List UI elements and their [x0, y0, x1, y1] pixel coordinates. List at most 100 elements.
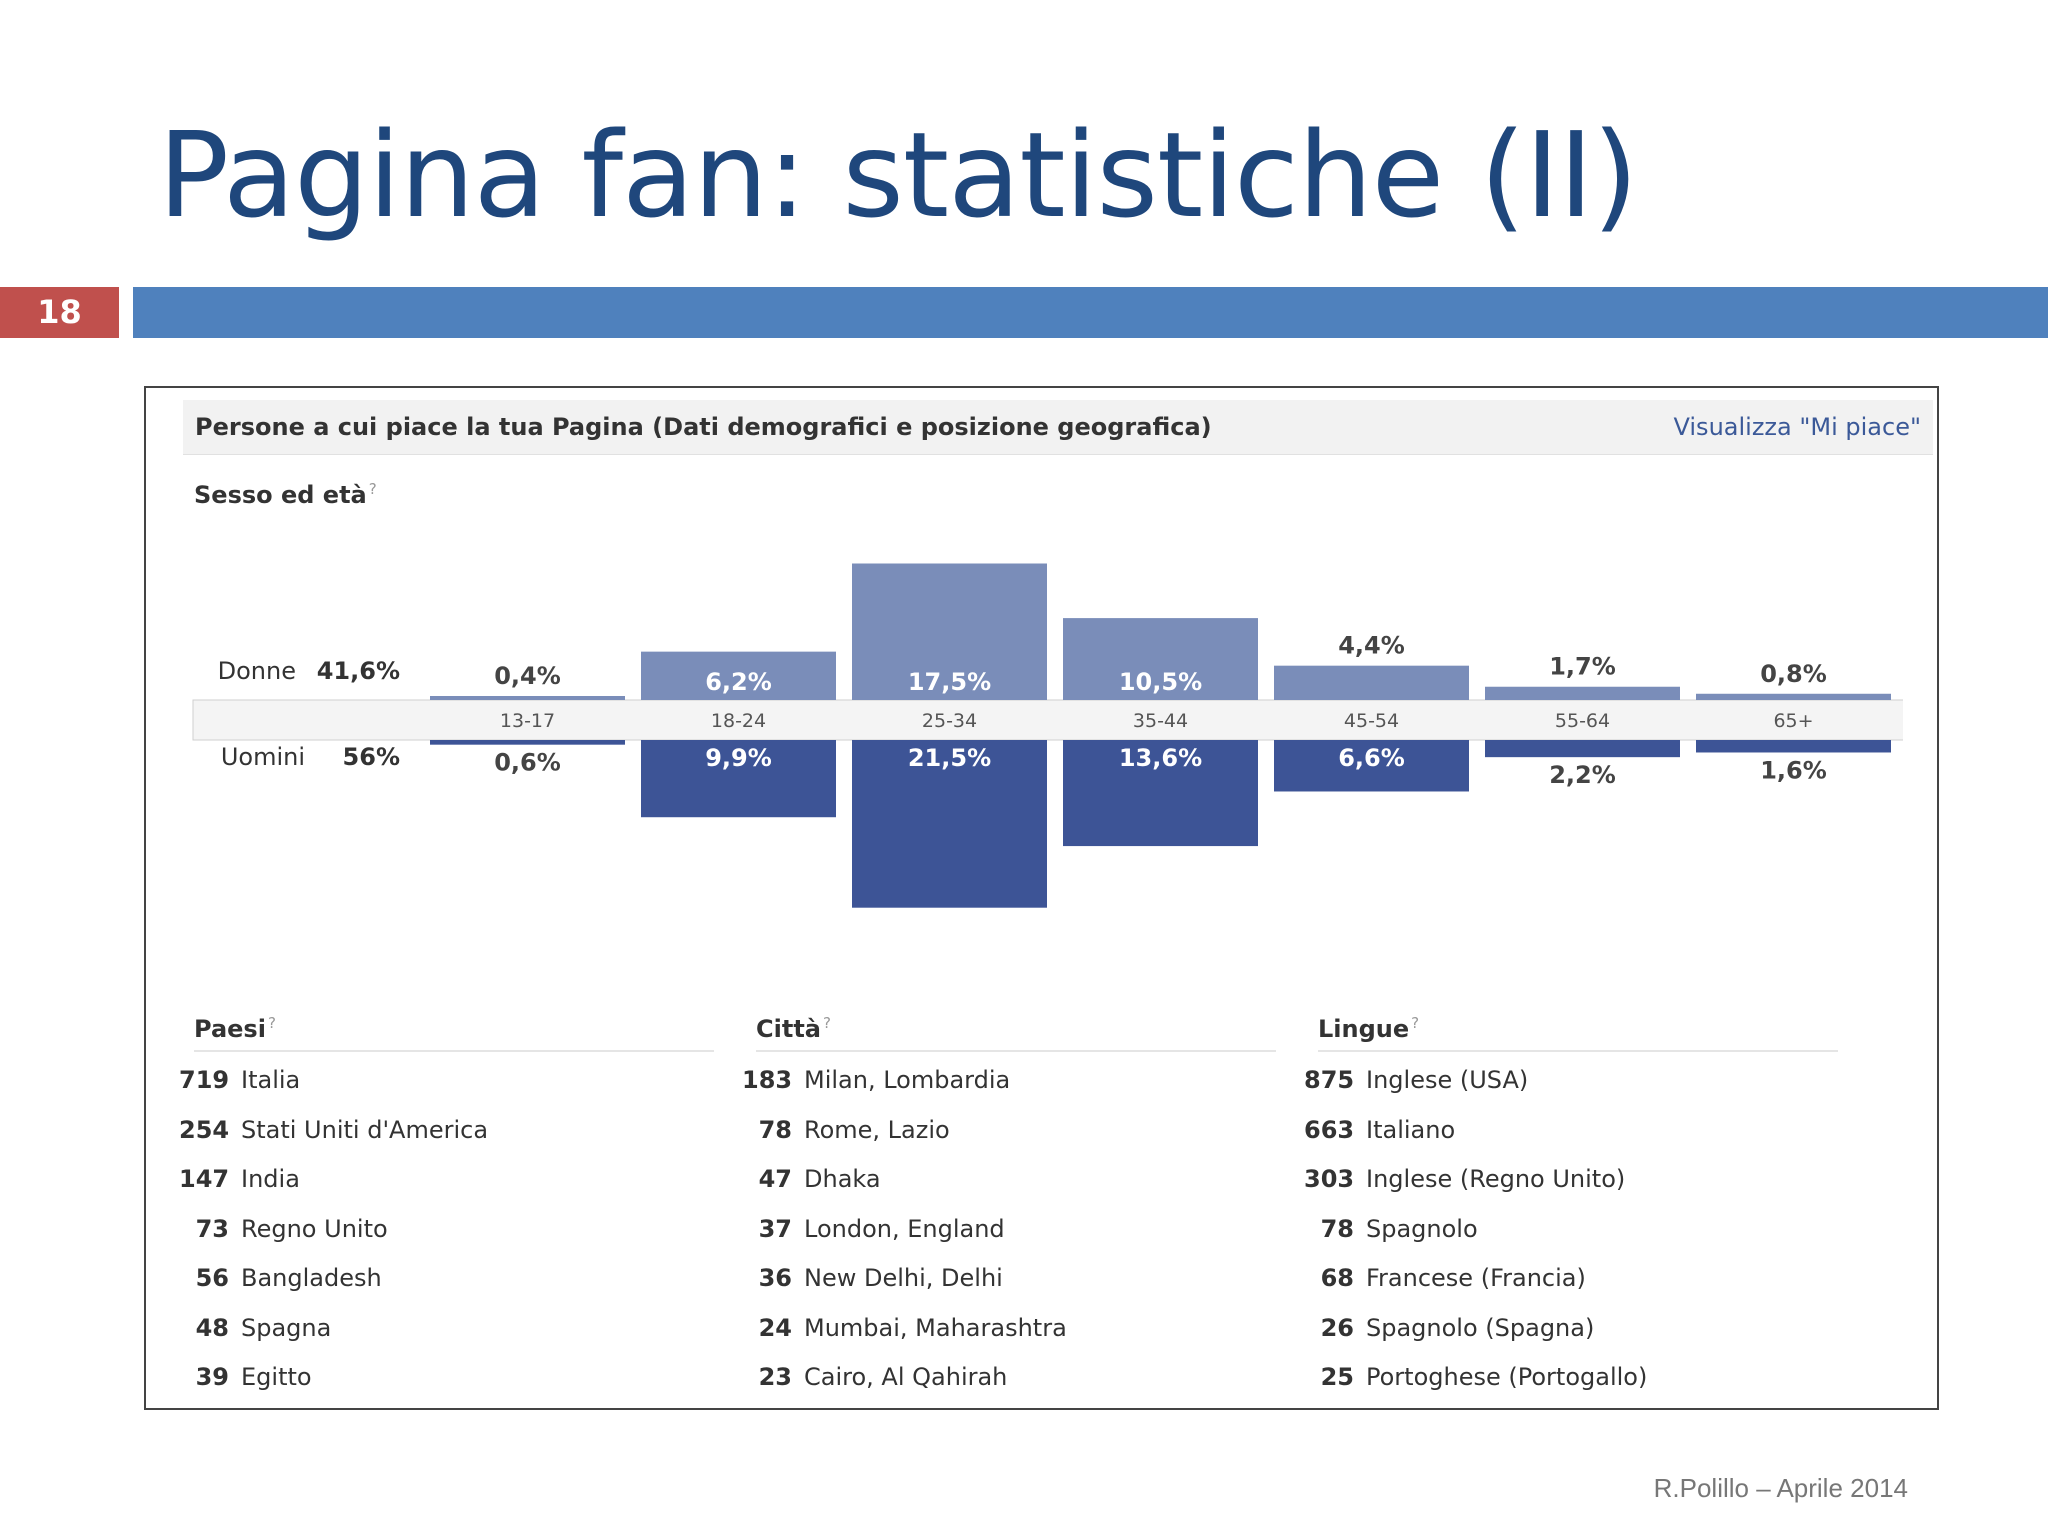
- list-item-count: 23: [758, 1363, 792, 1391]
- bar-women-13-17[interactable]: [430, 696, 625, 700]
- list-item-count: 183: [742, 1066, 793, 1094]
- data-label-men: 6,6%: [1338, 744, 1405, 772]
- list-item-name[interactable]: Dhaka: [804, 1165, 881, 1193]
- cities-heading: Città?: [756, 1014, 1276, 1052]
- list-item-name[interactable]: Italiano: [1366, 1115, 1456, 1144]
- list-item-name[interactable]: Spagna: [241, 1313, 332, 1342]
- help-icon[interactable]: ?: [267, 1014, 276, 1032]
- bar-women-25-34[interactable]: [852, 563, 1047, 701]
- list-item-name[interactable]: Francese (Francia): [1366, 1264, 1586, 1292]
- list-item: 663 Italiano: [1304, 1110, 1647, 1160]
- help-icon[interactable]: ?: [1411, 1014, 1420, 1032]
- data-label-women: 17,5%: [908, 668, 991, 696]
- data-label-men: 21,5%: [908, 744, 991, 772]
- list-item-name[interactable]: Inglese (USA): [1366, 1066, 1529, 1094]
- list-item-name[interactable]: Bangladesh: [241, 1264, 382, 1292]
- list-item: 56 Bangladesh: [179, 1258, 488, 1308]
- list-item: 183 Milan, Lombardia: [742, 1060, 1067, 1110]
- data-label-men: 0,6%: [494, 749, 561, 777]
- gender-age-label-text: Sesso ed età: [194, 481, 367, 509]
- data-label-women: 4,4%: [1338, 632, 1405, 660]
- facebook-insights-screenshot: Persone a cui piace la tua Pagina (Dati …: [144, 386, 1939, 1410]
- countries-heading-text: Paesi: [194, 1015, 266, 1043]
- data-label-women: 10,5%: [1119, 668, 1202, 696]
- data-label-men: 1,6%: [1760, 756, 1827, 784]
- list-item: 23 Cairo, Al Qahirah: [742, 1357, 1067, 1407]
- bar-men-65+[interactable]: [1696, 740, 1891, 753]
- bar-women-55-64[interactable]: [1485, 686, 1680, 700]
- list-item-name[interactable]: New Delhi, Delhi: [804, 1264, 1003, 1292]
- list-item-name[interactable]: India: [241, 1165, 300, 1193]
- list-item-name[interactable]: Egitto: [241, 1363, 312, 1391]
- list-item: 36 New Delhi, Delhi: [742, 1258, 1067, 1308]
- list-item: 78 Spagnolo: [1304, 1209, 1647, 1259]
- view-likes-link[interactable]: Visualizza "Mi piace": [1673, 413, 1922, 441]
- list-item-name[interactable]: Regno Unito: [241, 1214, 388, 1243]
- data-label-women: 0,4%: [494, 662, 561, 690]
- bar-men-35-44[interactable]: [1063, 740, 1258, 847]
- data-label-men: 13,6%: [1119, 744, 1202, 772]
- tick-label: 55-64: [1555, 710, 1610, 732]
- list-item-name[interactable]: Stati Uniti d'America: [241, 1115, 489, 1144]
- list-item-name[interactable]: Mumbai, Maharashtra: [804, 1313, 1067, 1342]
- list-item-name[interactable]: Inglese (Regno Unito): [1366, 1165, 1626, 1193]
- list-item-name[interactable]: Portoghese (Portogallo): [1366, 1363, 1648, 1391]
- countries-list: 719 Italia 254 Stati Uniti d'America 147 Indi…: [179, 1060, 488, 1407]
- help-icon[interactable]: ?: [368, 480, 377, 498]
- bar-women-18-24[interactable]: [641, 651, 836, 700]
- bar-men-25-34[interactable]: [852, 740, 1047, 908]
- bar-women-35-44[interactable]: [1063, 618, 1258, 700]
- list-item: 254 Stati Uniti d'America: [179, 1110, 488, 1160]
- list-item-count: 719: [179, 1066, 230, 1094]
- list-item: 48 Spagna: [179, 1308, 488, 1358]
- series-total-men: 56%: [343, 743, 400, 771]
- list-item-count: 37: [758, 1214, 792, 1243]
- help-icon[interactable]: ?: [822, 1014, 831, 1032]
- list-item-name[interactable]: Spagnolo (Spagna): [1366, 1313, 1595, 1342]
- list-item-count: 36: [758, 1264, 792, 1292]
- bar-women-65+[interactable]: [1696, 693, 1891, 700]
- bar-men-13-17[interactable]: [430, 740, 625, 745]
- list-item: 39 Egitto: [179, 1357, 488, 1407]
- series-total-women: 41,6%: [317, 657, 400, 685]
- list-item-name[interactable]: Cairo, Al Qahirah: [804, 1363, 1008, 1391]
- languages-list: 875 Inglese (USA) 663 Italiano 303 Inglese (R…: [1304, 1060, 1647, 1407]
- list-item-count: 254: [179, 1115, 230, 1144]
- list-item-name[interactable]: Spagnolo: [1366, 1214, 1478, 1243]
- list-item-count: 47: [758, 1165, 792, 1193]
- list-item-name[interactable]: Rome, Lazio: [804, 1115, 950, 1144]
- list-item-name[interactable]: Italia: [241, 1066, 301, 1094]
- list-item-count: 78: [1320, 1214, 1354, 1243]
- list-item: 24 Mumbai, Maharashtra: [742, 1308, 1067, 1358]
- data-label-men: 2,2%: [1549, 761, 1616, 789]
- slide-number: 18: [0, 287, 119, 338]
- list-item-count: 147: [179, 1165, 230, 1193]
- list-item-count: 68: [1320, 1264, 1354, 1292]
- list-item: 37 London, England: [742, 1209, 1067, 1259]
- bar-men-55-64[interactable]: [1485, 740, 1680, 758]
- bar-men-18-24[interactable]: [641, 740, 836, 818]
- title-bar: [133, 287, 2048, 338]
- panel-header: Persone a cui piace la tua Pagina (Dati …: [183, 400, 1933, 455]
- bar-men-45-54[interactable]: [1274, 740, 1469, 792]
- data-label-women: 1,7%: [1549, 653, 1616, 681]
- languages-heading: Lingue?: [1318, 1014, 1838, 1052]
- list-item: 25 Portoghese (Portogallo): [1304, 1357, 1648, 1407]
- tick-label: 65+: [1773, 710, 1813, 732]
- list-item-count: 56: [195, 1264, 229, 1292]
- list-item: 26 Spagnolo (Spagna): [1304, 1308, 1647, 1358]
- age-gender-chart: Donne 41,6% Uomini 56% 13-17 0,4% 0,6% 18-24 6,2…: [192, 563, 1903, 908]
- list-item-count: 78: [758, 1115, 792, 1144]
- bar-women-45-54[interactable]: [1274, 665, 1469, 700]
- slide-title: Pagina fan: statistiche (II): [158, 106, 1638, 244]
- list-item: 147 India: [179, 1159, 488, 1209]
- list-item-count: 26: [1320, 1313, 1354, 1342]
- list-item-name[interactable]: London, England: [804, 1214, 1005, 1243]
- list-item: 303 Inglese (Regno Unito): [1304, 1159, 1647, 1209]
- list-item-count: 48: [195, 1313, 229, 1342]
- cities-list: 183 Milan, Lombardia 78 Rome, Lazio 47 Dhaka 3…: [742, 1060, 1067, 1407]
- list-item-name[interactable]: Milan, Lombardia: [804, 1066, 1011, 1094]
- countries-heading: Paesi?: [194, 1014, 714, 1052]
- list-item: 875 Inglese (USA): [1304, 1060, 1647, 1110]
- list-item: 719 Italia: [179, 1060, 488, 1110]
